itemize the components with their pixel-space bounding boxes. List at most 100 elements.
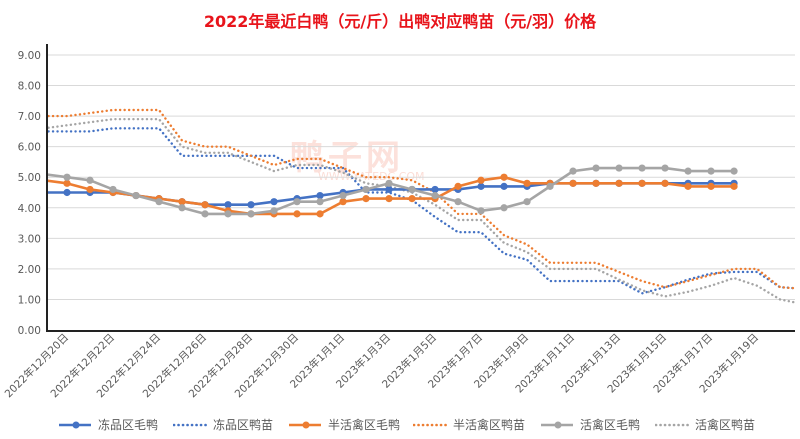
legend-item: 半活禽区毛鸭 bbox=[288, 416, 400, 433]
data-point bbox=[132, 191, 140, 200]
series-line bbox=[47, 127, 795, 295]
data-point bbox=[362, 185, 370, 194]
legend-swatch bbox=[59, 421, 91, 428]
data-point bbox=[500, 204, 508, 212]
data-point bbox=[431, 191, 439, 200]
legend-swatch bbox=[655, 423, 689, 426]
data-point bbox=[63, 173, 71, 181]
legend-label: 活禽区鸭苗 bbox=[695, 418, 756, 432]
series-group bbox=[47, 108, 795, 304]
data-point bbox=[546, 182, 554, 190]
data-point bbox=[408, 195, 416, 203]
legend-item: 冻品区毛鸭 bbox=[58, 416, 158, 433]
legend-label: 半活禽区鸭苗 bbox=[453, 418, 526, 432]
data-point bbox=[730, 167, 738, 175]
data-point bbox=[201, 201, 209, 209]
data-point bbox=[454, 182, 462, 190]
data-point bbox=[178, 204, 186, 212]
series-5 bbox=[47, 164, 738, 218]
legend-swatch bbox=[541, 421, 573, 428]
data-point bbox=[500, 173, 508, 181]
legend-swatch bbox=[289, 421, 321, 428]
y-axis-ticks: 0.00 1.00 2.00 3.00 4.00 5.00 6.00 7.00 8.00 9.00 bbox=[18, 50, 41, 337]
data-point bbox=[569, 167, 577, 175]
x-axis-ticks: 2022年12月20日2022年12月22日2022年12月24日2022年12… bbox=[2, 331, 761, 400]
series-2 bbox=[47, 127, 795, 295]
data-point bbox=[408, 185, 416, 194]
data-point bbox=[431, 185, 439, 194]
y-tick-label: 5.00 bbox=[18, 172, 41, 184]
legend-label: 半活禽区毛鸭 bbox=[328, 418, 401, 432]
data-point bbox=[155, 198, 163, 206]
data-point bbox=[661, 164, 669, 172]
data-point bbox=[270, 207, 278, 215]
legend-swatch bbox=[173, 423, 207, 426]
data-point bbox=[247, 201, 255, 209]
legend-label: 冻品区毛鸭 bbox=[98, 418, 159, 432]
legend-item: 半活禽区鸭苗 bbox=[413, 416, 525, 433]
data-point bbox=[316, 210, 324, 218]
data-point bbox=[707, 167, 715, 175]
data-point bbox=[201, 210, 209, 218]
data-point bbox=[86, 176, 94, 184]
data-point bbox=[592, 179, 600, 187]
data-point bbox=[316, 191, 324, 200]
data-point bbox=[638, 179, 646, 187]
data-point bbox=[707, 182, 715, 190]
data-point bbox=[339, 198, 347, 206]
y-tick-label: 2.00 bbox=[18, 264, 41, 276]
data-point bbox=[477, 182, 485, 190]
legend-item: 活禽区毛鸭 bbox=[540, 416, 640, 433]
chart-title: 2022年最近白鸭（元/斤）出鸭对应鸭苗（元/羽）价格 bbox=[203, 12, 597, 31]
data-point bbox=[247, 210, 255, 218]
legend-item: 活禽区鸭苗 bbox=[655, 416, 755, 433]
legend: 冻品区毛鸭 冻品区鸭苗 半活禽区毛鸭 半活禽区鸭苗 活禽区毛鸭 活禽区鸭苗 bbox=[0, 416, 800, 436]
data-point bbox=[339, 191, 347, 200]
data-point bbox=[293, 198, 301, 206]
legend-item: 冻品区鸭苗 bbox=[173, 416, 273, 433]
data-point bbox=[477, 207, 485, 215]
y-tick-label: 9.00 bbox=[18, 50, 41, 62]
y-tick-label: 4.00 bbox=[18, 203, 41, 215]
data-point bbox=[500, 182, 508, 190]
y-tick-label: 3.00 bbox=[18, 233, 41, 245]
data-point bbox=[615, 179, 623, 187]
legend-label: 冻品区鸭苗 bbox=[213, 418, 274, 432]
data-point bbox=[270, 198, 278, 206]
data-point bbox=[63, 179, 71, 187]
legend-swatch bbox=[413, 423, 447, 426]
data-point bbox=[638, 164, 646, 172]
data-point bbox=[178, 198, 186, 206]
y-tick-label: 7.00 bbox=[18, 111, 41, 123]
series-line bbox=[47, 108, 795, 290]
data-point bbox=[224, 210, 232, 218]
data-point bbox=[454, 198, 462, 206]
legend-label: 活禽区毛鸭 bbox=[580, 418, 641, 432]
data-point bbox=[684, 182, 692, 190]
data-point bbox=[362, 195, 370, 203]
series-4 bbox=[47, 108, 795, 290]
data-point bbox=[63, 188, 71, 197]
gridlines bbox=[47, 54, 795, 300]
y-tick-label: 8.00 bbox=[18, 81, 41, 93]
y-tick-label: 1.00 bbox=[18, 294, 41, 306]
data-point bbox=[569, 179, 577, 187]
data-point bbox=[316, 198, 324, 206]
data-point bbox=[684, 167, 692, 175]
data-point bbox=[523, 198, 531, 206]
data-point bbox=[385, 185, 393, 194]
data-point bbox=[477, 176, 485, 184]
data-point bbox=[592, 164, 600, 172]
data-point bbox=[615, 164, 623, 172]
y-tick-label: 6.00 bbox=[18, 142, 41, 154]
data-point bbox=[109, 185, 117, 194]
data-point bbox=[293, 210, 301, 218]
data-point bbox=[86, 185, 94, 194]
data-point bbox=[385, 179, 393, 187]
data-point bbox=[523, 179, 531, 187]
data-point bbox=[385, 195, 393, 203]
data-point bbox=[224, 201, 232, 209]
data-point bbox=[730, 182, 738, 190]
y-tick-label: 0.00 bbox=[18, 325, 41, 337]
